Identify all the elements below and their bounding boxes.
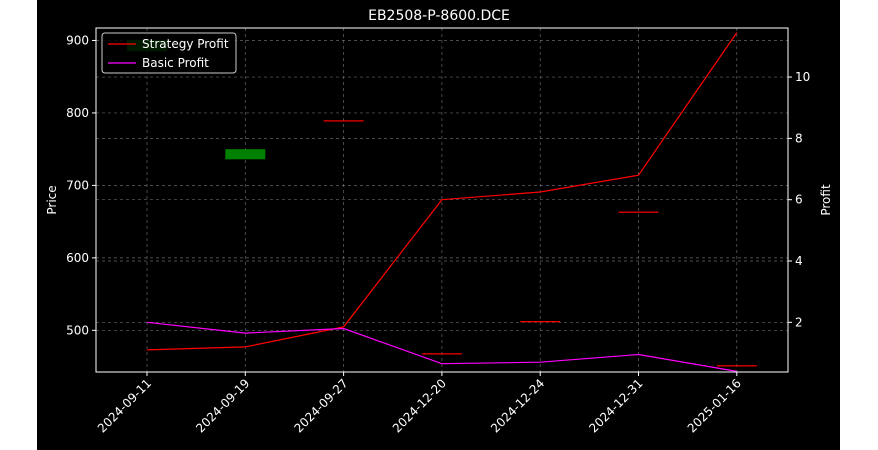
right-tick-label: 6 (795, 193, 803, 207)
price-mark (618, 211, 659, 213)
right-tick-label: 4 (795, 254, 803, 268)
left-tick-label: 900 (66, 33, 89, 47)
chart-title: EB2508-P-8600.DCE (368, 8, 510, 24)
profit-lines (146, 32, 738, 372)
left-tick-label: 500 (66, 323, 89, 337)
right-tick-label: 8 (795, 131, 803, 145)
right-tick-label: 10 (795, 70, 810, 84)
price-mark (716, 365, 757, 367)
left-axis: 500 600 700 800 900 (66, 33, 96, 337)
right-tick-label: 2 (795, 315, 803, 329)
left-tick-label: 800 (66, 106, 89, 120)
price-mark (323, 120, 364, 122)
legend: Strategy Profit Basic Profit (101, 32, 237, 74)
price-mark (520, 321, 561, 323)
left-tick-label: 700 (66, 178, 89, 192)
price-mark (225, 149, 266, 160)
left-tick-label: 600 (66, 251, 89, 265)
left-axis-label: Price (45, 185, 59, 214)
series-line-basic (146, 321, 737, 372)
figure-background (37, 0, 840, 450)
grid (96, 28, 788, 372)
right-axis-label: Profit (819, 184, 833, 216)
price-mark (421, 353, 462, 355)
right-axis: 2 4 6 8 10 (788, 70, 810, 329)
legend-label-strategy: Strategy Profit (142, 37, 229, 51)
legend-label-basic: Basic Profit (142, 56, 209, 70)
series-line-strategy (146, 32, 738, 351)
